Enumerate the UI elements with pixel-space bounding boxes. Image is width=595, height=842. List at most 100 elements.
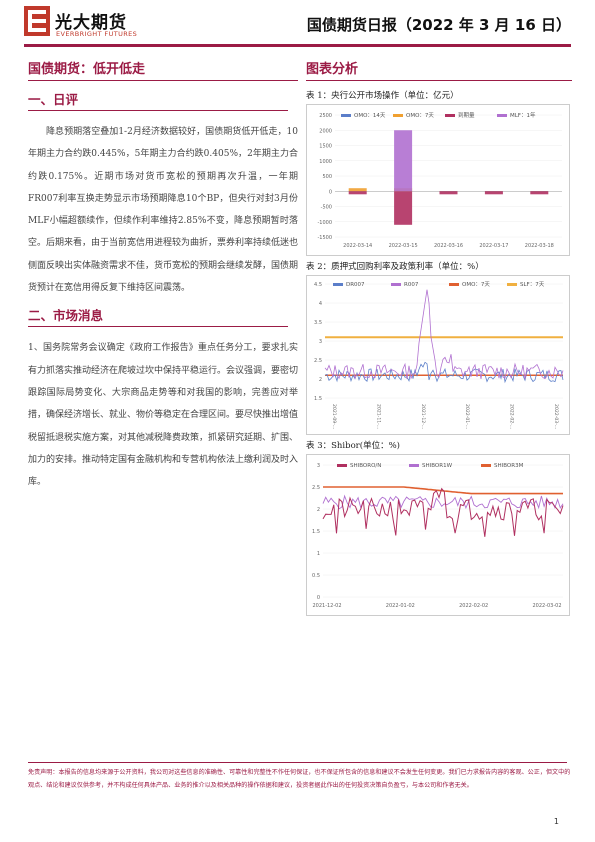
chart3-box: 0 0.5 1 1.5 2 2.5 3 2021-12-02 2022-01-02 2022-02… (306, 454, 570, 616)
legend-swatch (337, 464, 347, 467)
x-tick-label: 2021-12-02 (312, 603, 341, 609)
legend-label: DR007 (346, 282, 365, 288)
x-tick-label: 2021-12-... (420, 404, 426, 429)
y-tick-label: 1000 (319, 159, 332, 165)
legend-swatch (497, 114, 507, 117)
bar (484, 191, 503, 195)
chart2-box: 1.5 2 2.5 3 3.5 4 4.5 2021-09-... 2021-11-... 202… (306, 275, 570, 435)
y-tick-label: 1500 (319, 144, 332, 150)
chart2-title: 表 2：质押式回购利率及政策利率（单位：%） (306, 262, 484, 272)
x-tick-label: 2022-03-17 (479, 243, 508, 249)
x-tick-label: 2021-09-... (331, 404, 337, 429)
daily-review-text: 降息预期落空叠加1-2月经济数据较好，国债期货低开低走，10年期主力合约跌0.4… (28, 127, 299, 294)
y-tick-label: 2.5 (314, 358, 322, 364)
y-tick-label: 3 (319, 339, 322, 345)
x-tick-label: 2022-03-15 (389, 243, 418, 249)
chart1-title: 表 1：央行公开市场操作（单位：亿元） (306, 91, 459, 101)
bar (348, 188, 367, 192)
logo-text-cn: 光大期货 (55, 13, 127, 33)
y-tick-label: 1 (317, 551, 320, 557)
legend-swatch (333, 283, 343, 286)
y-tick-label: 0 (329, 189, 332, 195)
legend-swatch (341, 114, 351, 117)
left-column: 国债期货：低开低走 一、日评 降息预期落空叠加1-2月经济数据较好，国债期货低开… (28, 58, 298, 493)
y-tick-label: 0.5 (312, 573, 320, 579)
y-tick-label: 2000 (319, 128, 332, 134)
market-news-text: 1、国务院常务会议确定《政府工作报告》重点任务分工，要求扎实有力抓落实推动经济在… (28, 343, 299, 488)
section-heading-market-news: 二、市场消息 (28, 308, 104, 324)
section-divider (28, 110, 288, 111)
repo-rate-chart: 1.5 2 2.5 3 3.5 4 4.5 2021-09-... 2021-11-... 202… (314, 281, 564, 429)
y-tick-label: 3 (317, 463, 320, 469)
y-tick-label: 0 (317, 595, 320, 601)
bar (530, 191, 549, 195)
y-tick-label: -1000 (317, 220, 332, 226)
y-tick-label: 2500 (319, 113, 332, 119)
y-tick-label: 4 (319, 301, 322, 307)
right-column: 图表分析 表 1：央行公开市场操作（单位：亿元） 2500 2000 1500 100… (306, 58, 572, 616)
heading-divider (28, 80, 298, 81)
header-divider (24, 44, 571, 47)
report-title: 国债期货日报（2022 年 3 月 16 日） (306, 16, 571, 34)
legend-label: OMO：14天 (354, 112, 386, 119)
legend-label: 到期量 (458, 112, 475, 119)
page-number: 1 (553, 817, 559, 826)
chart3-title: 表 3：Shibor(单位：%) (306, 441, 400, 451)
x-tick-label: 2022-03-14 (343, 243, 372, 249)
legend-swatch (391, 283, 401, 286)
y-tick-label: 500 (322, 174, 332, 180)
x-tick-label: 2022-03-18 (525, 243, 554, 249)
legend-swatch (449, 283, 459, 286)
open-market-operations-chart: 2500 2000 1500 1000 500 0 -500 -1000 -1500 2022-0… (317, 111, 562, 249)
chart1-box: 2500 2000 1500 1000 500 0 -500 -1000 -1500 2022-0… (306, 104, 570, 256)
legend-label: R007 (404, 282, 419, 288)
company-logo: 光大期货 EVERBRIGHT FUTURES (24, 6, 144, 40)
legend-label: MLF：1年 (510, 111, 536, 119)
legend-swatch (507, 283, 517, 286)
y-tick-label: 4.5 (314, 282, 322, 288)
y-tick-label: 1.5 (312, 529, 320, 535)
y-tick-label: 3.5 (314, 320, 322, 326)
bar (394, 191, 413, 225)
logo-mark-icon (24, 6, 50, 36)
series-line-dr007 (324, 361, 564, 384)
logo-text-en: EVERBRIGHT FUTURES (56, 30, 138, 38)
bar (439, 191, 458, 195)
x-tick-label: 2022-03-16 (434, 243, 463, 249)
series-line-r007 (324, 289, 564, 380)
x-tick-label: 2021-11-... (375, 404, 381, 429)
legend-label: SHIBOR1W (422, 463, 453, 469)
x-tick-label: 2022-03-... (553, 404, 559, 429)
x-tick-label: 2022-01-02 (386, 603, 415, 609)
x-tick-label: 2022-03-02 (532, 603, 561, 609)
heading-divider (306, 80, 572, 81)
y-tick-label: 1.5 (314, 396, 322, 402)
legend-label: OMO：7天 (406, 112, 434, 119)
section-divider (28, 326, 288, 328)
legend-swatch (445, 114, 455, 117)
legend-swatch (393, 114, 403, 117)
shibor-chart: 0 0.5 1 1.5 2 2.5 3 2021-12-02 2022-01-02 2022-02… (312, 463, 564, 609)
legend-swatch (409, 464, 419, 467)
series-line-shibor-on (322, 487, 564, 537)
y-tick-label: 2 (319, 377, 322, 383)
legend-swatch (481, 464, 491, 467)
y-tick-label: 2 (317, 507, 320, 513)
main-heading: 国债期货：低开低走 (28, 62, 146, 77)
x-tick-label: 2022-02-... (509, 404, 515, 429)
bar (394, 130, 413, 192)
y-tick-label: -500 (321, 205, 332, 211)
disclaimer-text: 免责声明：本报告的信息均来源于公开资料，我公司对这些信息的准确性、可靠性和完整性… (28, 769, 571, 789)
legend-label: SLF：7天 (520, 281, 545, 288)
legend-label: OMO：7天 (462, 281, 490, 288)
chart-section-heading: 图表分析 (306, 62, 359, 77)
legend-label: SHIBOR3M (494, 463, 524, 469)
y-tick-label: -1500 (317, 235, 332, 241)
x-tick-label: 2022-01-... (464, 404, 470, 429)
x-tick-label: 2022-02-02 (459, 603, 488, 609)
y-tick-label: 2.5 (312, 485, 320, 491)
footer-divider (28, 762, 567, 763)
legend-label: SHIBORO/N (350, 463, 381, 469)
bar (348, 191, 367, 195)
section-heading-daily-review: 一、日评 (28, 92, 79, 107)
